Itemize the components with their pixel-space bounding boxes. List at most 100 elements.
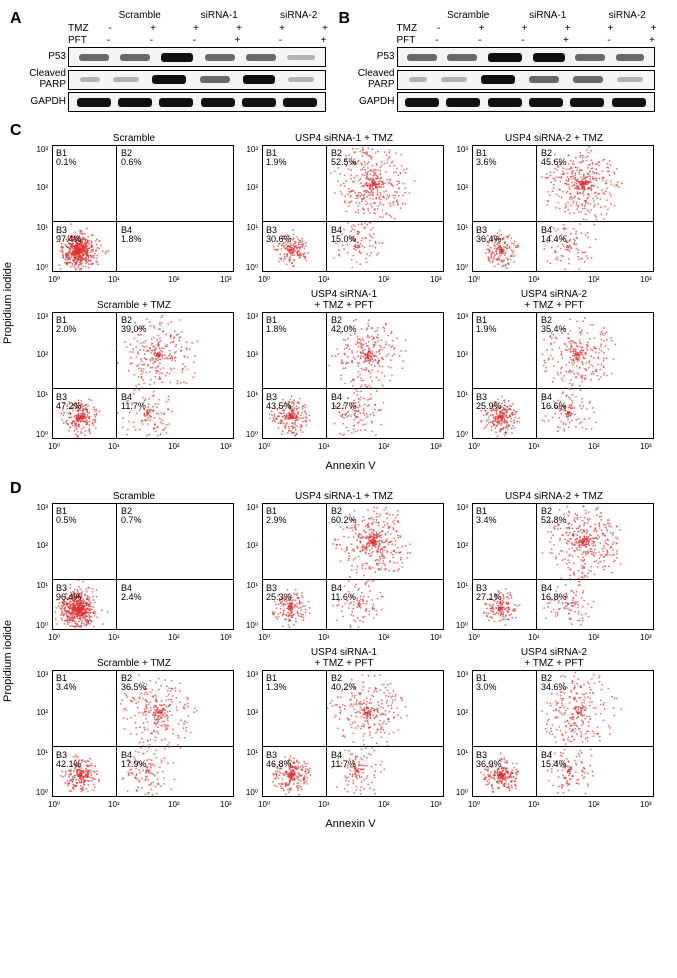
fc-plot-box: B1 1.9%B2 35.4%B3 25.9%B4 16.6% [472,312,654,439]
y-axis-pi-d: Propidium iodide [2,620,14,702]
fc-plot-box: B1 0.5%B2 0.7%B3 96.4%B4 2.4% [52,503,234,630]
fc-plot-box: B1 2.9%B2 60.2%B3 25.3%B4 11.6% [262,503,444,630]
q-b4: B4 15.4% [541,751,567,770]
q-b3: B3 97.4% [56,226,82,245]
group-sirna1: siRNA-1 [180,10,260,21]
pm-cell: + [503,23,546,34]
pm-cell: - [417,23,460,34]
panel-a: A Scramble siRNA-1 siRNA-2 TMZ -+++++ PF… [10,10,339,114]
x-ticks: 10⁰10¹10²10³ [472,633,654,643]
x-ticks: 10⁰10¹10²10³ [52,442,234,452]
fc-plot: USP4 siRNA-2+ TMZ + PFT10⁰10¹10²10³B1 1.… [454,289,654,450]
q-b1: B1 2.0% [56,316,77,335]
q-b1: B1 1.9% [476,316,497,335]
y-ticks: 10⁰10¹10²10³ [244,312,260,439]
parp-blot-a [68,70,326,90]
fc-plot: USP4 siRNA-1 + TMZ10⁰10¹10²10³B1 1.9%B2 … [244,122,444,283]
q-b1: B1 3.6% [476,149,497,168]
pm-cell: + [589,23,632,34]
q-b3: B3 36.9% [476,751,502,770]
pm-cell: - [87,35,130,46]
q-b1: B1 1.9% [266,149,287,168]
y-ticks: 10⁰10¹10²10³ [244,670,260,797]
q-b3: B3 96.4% [56,584,82,603]
q-b3: B3 47.2% [56,393,82,412]
q-b2: B2 34.6% [541,674,567,693]
group-scramble: Scramble [100,10,180,21]
q-b1: B1 3.4% [56,674,77,693]
q-b2: B2 39.0% [121,316,147,335]
p53-blot-a [68,47,326,67]
x-ticks: 10⁰10¹10²10³ [472,800,654,810]
panel-label-c: C [10,122,22,140]
fc-plot-box: B1 3.4%B2 36.5%B3 42.1%B4 17.9% [52,670,234,797]
tmz-pm-b: -+++++ [417,23,675,34]
x-ticks: 10⁰10¹10²10³ [262,633,444,643]
q-b4: B4 12.7% [331,393,357,412]
q-b2: B2 52.5% [331,149,357,168]
y-ticks: 10⁰10¹10²10³ [244,503,260,630]
x-ticks: 10⁰10¹10²10³ [52,275,234,285]
fc-plot-title: Scramble [34,480,234,502]
q-b4: B4 11.6% [331,584,356,603]
q-b4: B4 11.7% [331,751,356,770]
q-b3: B3 30.6% [266,226,292,245]
x-ticks: 10⁰10¹10²10³ [472,275,654,285]
fc-grid-c: Scramble10⁰10¹10²10³B1 0.1%B2 0.6%B3 97.… [34,122,667,450]
fc-plot-box: B1 2.0% B2 39.0% B3 47.2% B4 11.7% [52,312,234,439]
fc-plot: Scramble10⁰10¹10²10³B1 0.5%B2 0.7%B3 96.… [34,480,234,641]
fc-plot: Scramble10⁰10¹10²10³B1 0.1%B2 0.6%B3 97.… [34,122,234,283]
pm-cell: + [216,35,259,46]
q-b3: B3 27.1% [476,584,502,603]
panel-d: D Propidium iodide Scramble10⁰10¹10²10³B… [10,480,667,830]
fc-plot-title: USP4 siRNA-1+ TMZ + PFT [244,289,444,311]
q-b2: B2 0.6% [121,149,142,168]
x-ticks: 10⁰10¹10²10³ [52,800,234,810]
pm-cell: - [458,35,501,46]
y-ticks: 10⁰10¹10²10³ [34,312,50,439]
pm-cell: + [632,23,675,34]
y-ticks: 10⁰10¹10²10³ [34,145,50,272]
fc-plot-box: B1 3.6%B2 45.6%B3 36.4%B4 14.4% [472,145,654,272]
western-blot-row: A Scramble siRNA-1 siRNA-2 TMZ -+++++ PF… [10,10,667,114]
group-sirna2: siRNA-2 [259,10,339,21]
q-b2: B2 52.8% [541,507,567,526]
q-b2: B2 40.2% [331,674,357,693]
fc-plot-box: B1 0.1%B2 0.6%B3 97.4%B4 1.8% [52,145,234,272]
y-ticks: 10⁰10¹10²10³ [244,145,260,272]
y-ticks: 10⁰10¹10²10³ [454,503,470,630]
fc-plot: USP4 siRNA-1 + TMZ10⁰10¹10²10³B1 2.9%B2 … [244,480,444,641]
panel-b: B Scramble siRNA-1 siRNA-2 TMZ -+++++ PF… [339,10,668,114]
q-b4: B4 14.4% [541,226,567,245]
pft-pm-a: ---+-+ [87,35,345,46]
x-axis-annexin-c: Annexin V [34,460,667,472]
pm-cell: - [130,35,173,46]
q-b4: B4 16.8% [541,584,567,603]
pm-cell: + [218,23,261,34]
tmz-pm-a: -+++++ [89,23,347,34]
blot-rows-a: P53 Cleaved PARP GAPDH [10,47,339,112]
pm-cell: + [460,23,503,34]
q-b4: B4 11.7% [121,393,146,412]
fc-plot-title: USP4 siRNA-2+ TMZ + PFT [454,289,654,311]
pm-cell: + [261,23,304,34]
fc-plot-box: B1 1.3%B2 40.2%B3 46.8%B4 11.7% [262,670,444,797]
q-b1: B1 1.3% [266,674,287,693]
pm-cell: - [173,35,216,46]
fc-plot-title: USP4 siRNA-2 + TMZ [454,480,654,502]
pft-row: PFT ---+-+ [68,35,328,46]
gapdh-blot-a [68,92,326,112]
q-b4: B4 16.6% [541,393,567,412]
pm-cell: + [175,23,218,34]
x-axis-annexin-d: Annexin V [34,818,667,830]
q-b1: B1 1.8% [266,316,287,335]
fc-plot-title: Scramble + TMZ [34,289,234,311]
y-ticks: 10⁰10¹10²10³ [454,145,470,272]
pm-cell: - [259,35,302,46]
q-b2: B2 60.2% [331,507,357,526]
fc-plot: USP4 siRNA-1+ TMZ + PFT10⁰10¹10²10³ B1 1.… [244,289,444,450]
fc-plot-title: Scramble + TMZ [34,647,234,669]
y-ticks: 10⁰10¹10²10³ [34,503,50,630]
fc-plot: USP4 siRNA-2+ TMZ + PFT10⁰10¹10²10³B1 3.… [454,647,654,808]
pm-cell: - [89,23,132,34]
